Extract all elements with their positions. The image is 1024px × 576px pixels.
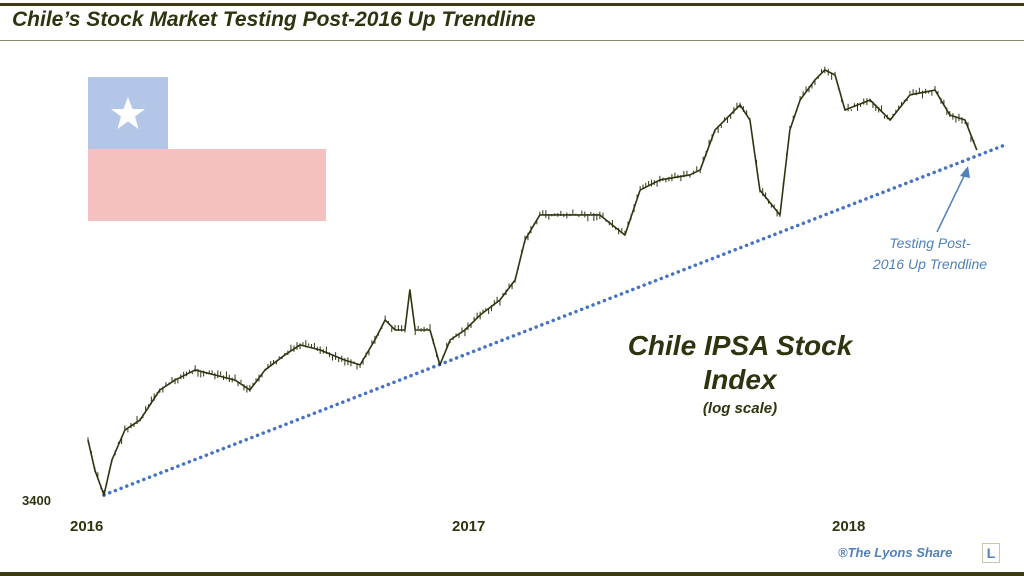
- top-border: [0, 3, 1024, 6]
- annotation-arrow: [936, 166, 970, 233]
- flag-star-icon: [111, 97, 145, 129]
- scale-label: (log scale): [702, 400, 778, 417]
- x-tick-label-2017: 2017: [452, 518, 486, 535]
- chile-flag: [88, 77, 326, 221]
- page-title: Chile’s Stock Market Testing Post-2016 U…: [12, 8, 536, 31]
- logo-badge: L: [982, 543, 1000, 563]
- flag-red-stripe: [88, 149, 326, 221]
- bottom-border: [0, 572, 1024, 576]
- annotation-line1: Testing Post-: [889, 235, 971, 251]
- annotation-line2: 2016 Up Trendline: [872, 256, 988, 272]
- trendline: [102, 143, 1007, 497]
- credit-text: ®The Lyons Share: [838, 545, 953, 560]
- x-tick-label-2016: 2016: [70, 518, 104, 535]
- y-tick-label: 3400: [22, 493, 51, 508]
- series-line: [87, 69, 978, 496]
- title-divider: [0, 40, 1024, 41]
- price-series: [87, 66, 978, 498]
- trendline-dotted: [102, 143, 1007, 497]
- index-label-line2: Index: [703, 364, 777, 395]
- x-tick-label-2018: 2018: [832, 518, 866, 535]
- index-label-line1: Chile IPSA Stock: [627, 330, 853, 361]
